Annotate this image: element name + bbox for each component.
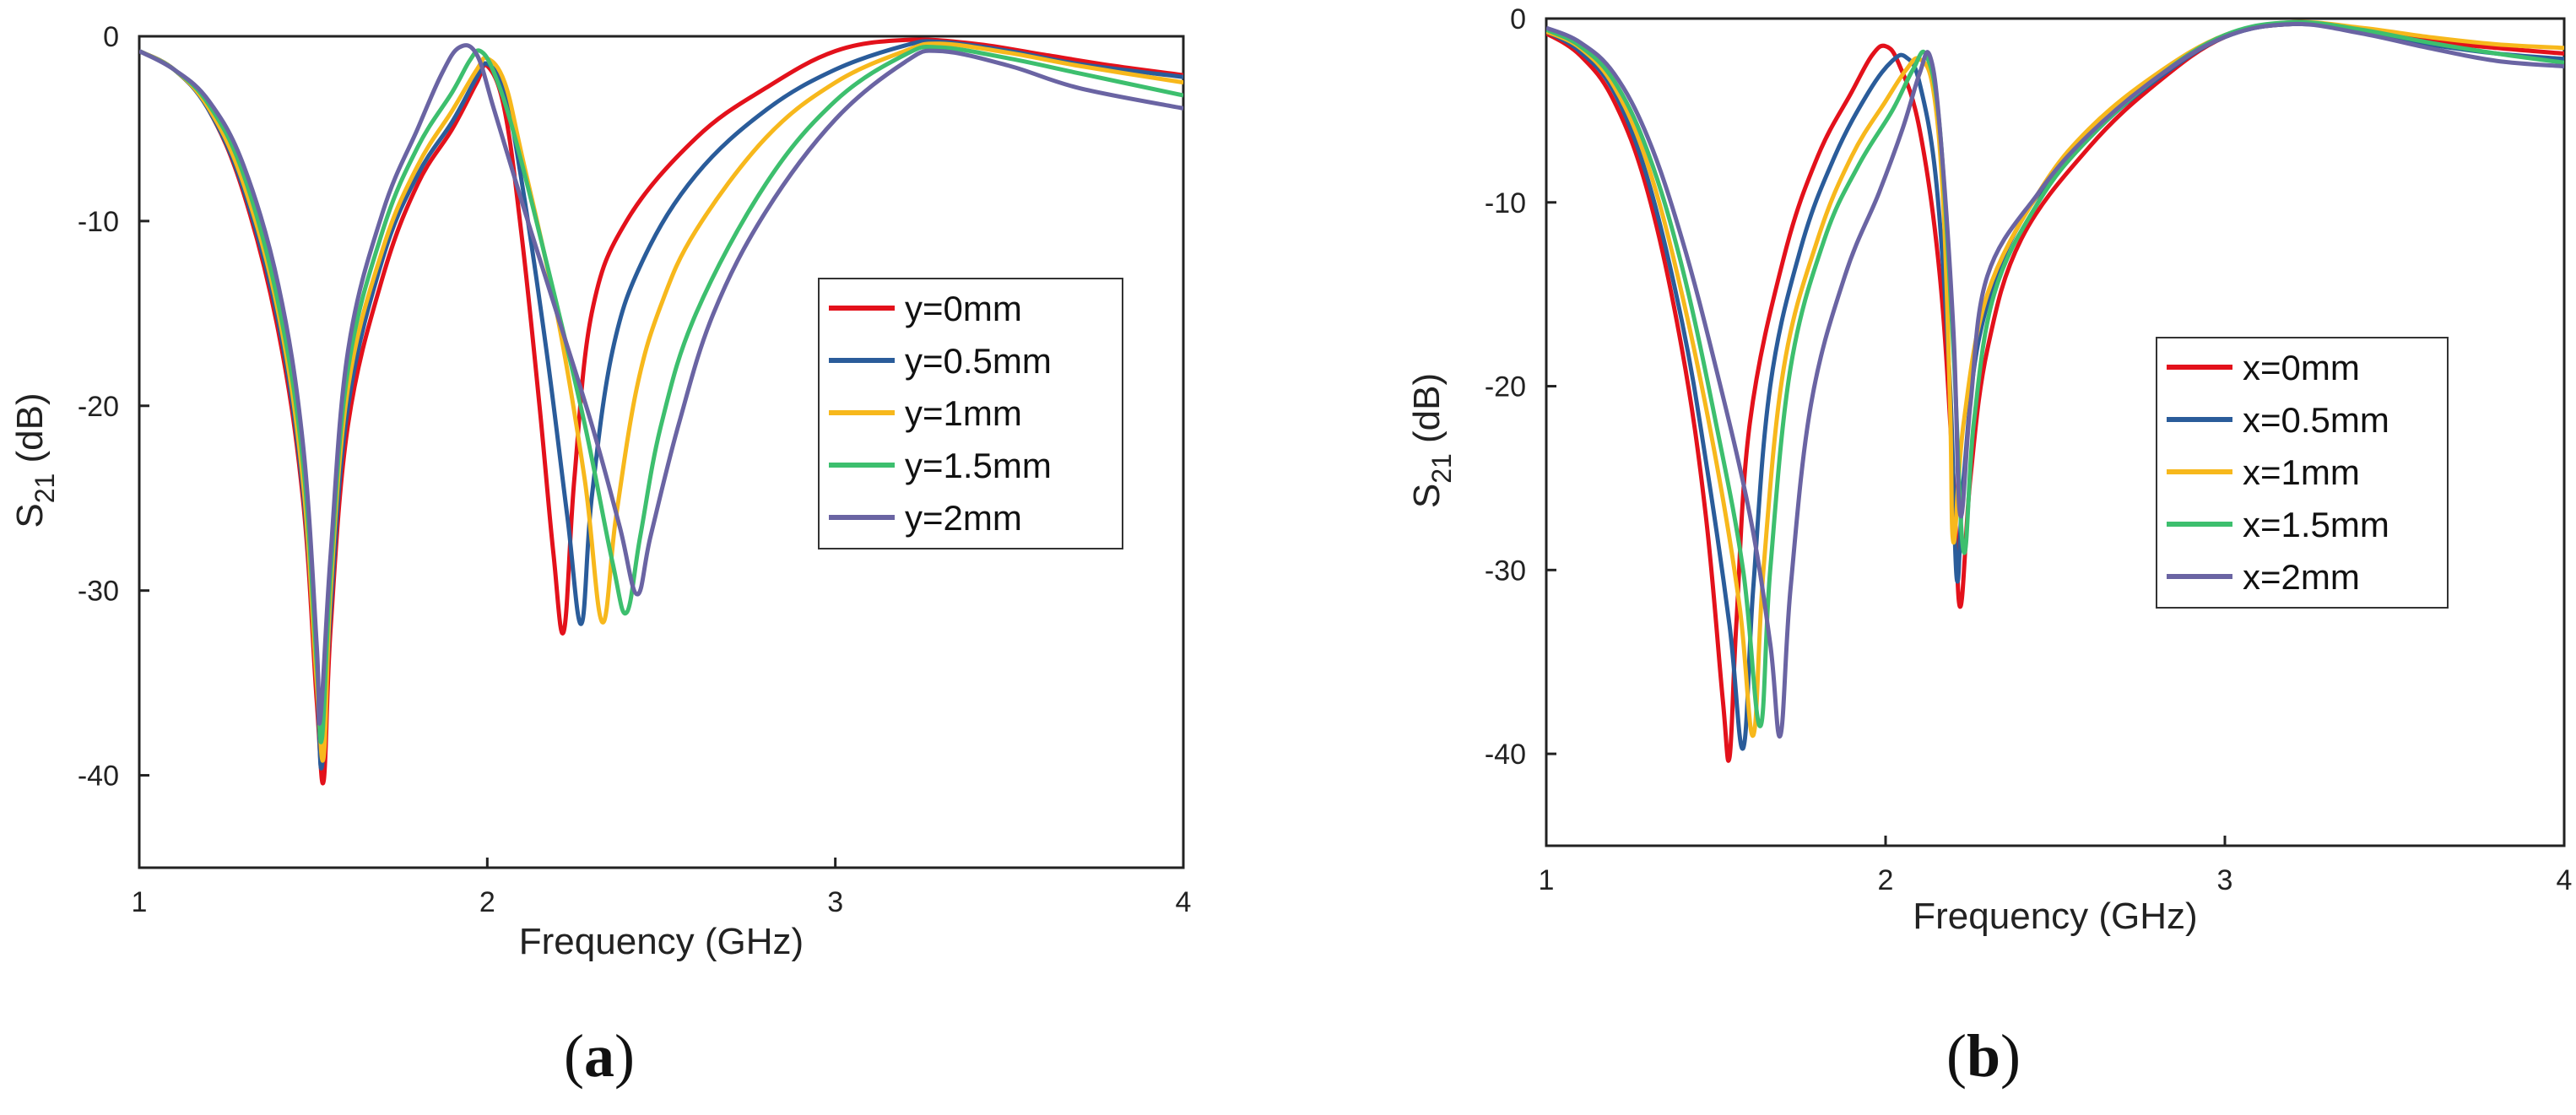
panel-a: 1 2 3 4 0 -10 -20 -30 -40 y=0mm y=0.5mm y=1mm y=1.5m…: [9, 21, 1191, 1090]
plot-frame: [1545, 17, 2566, 847]
series-group: [1546, 19, 2564, 763]
plot-frame: [138, 35, 1185, 869]
caption-letter: b: [1967, 1022, 2000, 1090]
y-axis-label-subscript: 21: [1426, 453, 1457, 484]
caption-open-paren: (: [564, 1022, 584, 1090]
legend-label: x=2mm: [2243, 557, 2360, 597]
y-tick-label: -40: [78, 760, 119, 793]
series-line-x2mm: [1546, 21, 2564, 739]
caption-open-paren: (: [1946, 1022, 1967, 1090]
legend-label: y=2mm: [905, 498, 1022, 538]
y-axis-label: S21 (dB): [1406, 373, 1457, 508]
x-axis-label: Frequency (GHz): [1913, 896, 2197, 937]
legend-label: x=1.5mm: [2243, 505, 2389, 544]
x-tick-label: 3: [2217, 864, 2233, 896]
legend-label: x=1mm: [2243, 452, 2360, 492]
y-axis-label-subscript: 21: [30, 474, 60, 504]
x-tick-label: 2: [479, 886, 495, 918]
y-tick-label: 0: [103, 21, 119, 53]
caption-close-paren: ): [614, 1022, 635, 1090]
legend-label: x=0.5mm: [2243, 400, 2389, 440]
x-tick-label: 1: [1539, 864, 1555, 896]
y-tick-label: -30: [1485, 555, 1526, 587]
x-tick-label: 4: [1176, 886, 1192, 918]
y-tick-label: -10: [78, 206, 119, 238]
legend-label: y=0mm: [905, 289, 1022, 328]
legend-label: y=1mm: [905, 393, 1022, 433]
caption-close-paren: ): [2000, 1022, 2021, 1090]
caption-letter: a: [584, 1022, 614, 1090]
x-tick-label: 2: [1878, 864, 1894, 896]
y-tick-label: -20: [1485, 371, 1526, 403]
x-tick-label: 3: [827, 886, 843, 918]
y-axis-label-base: S: [1406, 484, 1448, 508]
legend-label: y=0.5mm: [905, 341, 1052, 381]
series-group: [139, 37, 1183, 786]
y-axis-label: S21 (dB): [9, 392, 60, 528]
y-axis-label-base: S: [9, 503, 51, 528]
x-tick-label: 1: [132, 886, 148, 918]
y-tick-label: 0: [1510, 3, 1526, 35]
y-tick-label: -30: [78, 576, 119, 608]
legend-label: y=1.5mm: [905, 446, 1052, 485]
panel-b: 1 2 3 4 0 -10 -20 -30 -40 x=0mm x=0.5mm x=1mm x=1.5m…: [1406, 3, 2572, 1090]
series-line-y2mm: [139, 43, 1183, 726]
x-axis-label: Frequency (GHz): [519, 921, 804, 962]
y-tick-label: -40: [1485, 739, 1526, 771]
panel-caption: (a): [564, 1022, 635, 1090]
y-axis-label-unit: (dB): [9, 392, 51, 473]
x-tick-label: 4: [2557, 864, 2573, 896]
panel-caption: (b): [1946, 1022, 2021, 1090]
y-axis-label-unit: (dB): [1406, 373, 1448, 453]
y-tick-label: -20: [78, 391, 119, 423]
series-line-x0mm: [1546, 21, 2564, 763]
legend-label: x=0mm: [2243, 348, 2360, 387]
y-tick-label: -10: [1485, 187, 1526, 219]
